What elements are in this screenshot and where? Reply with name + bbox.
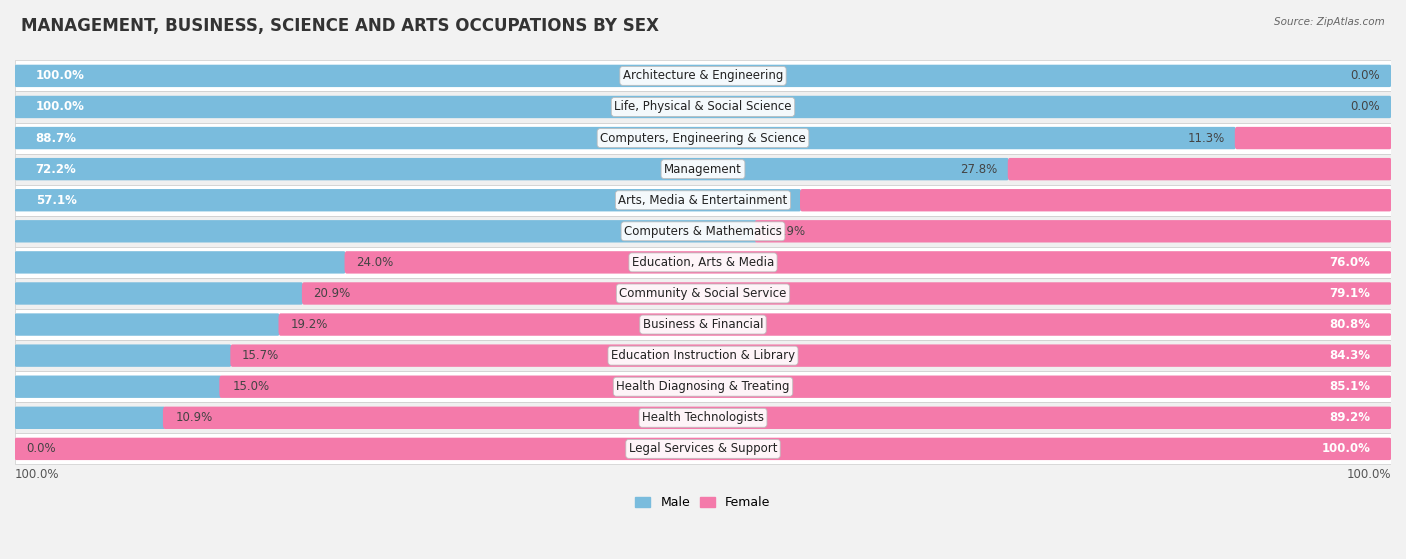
- FancyBboxPatch shape: [14, 344, 232, 367]
- Text: 100.0%: 100.0%: [35, 101, 84, 113]
- Bar: [15, 60, 1391, 92]
- FancyBboxPatch shape: [14, 65, 1392, 87]
- Text: 0.0%: 0.0%: [1350, 69, 1381, 82]
- Text: Legal Services & Support: Legal Services & Support: [628, 442, 778, 456]
- Bar: [15, 309, 1391, 340]
- Text: 89.2%: 89.2%: [1329, 411, 1371, 424]
- Bar: [15, 371, 1391, 402]
- Text: 100.0%: 100.0%: [35, 69, 84, 82]
- FancyBboxPatch shape: [800, 189, 1392, 211]
- Text: 24.0%: 24.0%: [356, 256, 394, 269]
- FancyBboxPatch shape: [344, 251, 1392, 273]
- Text: Business & Financial: Business & Financial: [643, 318, 763, 331]
- FancyBboxPatch shape: [278, 314, 1392, 336]
- FancyBboxPatch shape: [14, 158, 1010, 181]
- Text: Community & Social Service: Community & Social Service: [619, 287, 787, 300]
- Text: 100.0%: 100.0%: [1322, 442, 1371, 456]
- FancyBboxPatch shape: [231, 344, 1392, 367]
- Legend: Male, Female: Male, Female: [630, 491, 776, 514]
- FancyBboxPatch shape: [755, 220, 1392, 243]
- Text: 57.1%: 57.1%: [35, 194, 76, 207]
- Text: 42.9%: 42.9%: [752, 194, 790, 207]
- Text: Computers & Mathematics: Computers & Mathematics: [624, 225, 782, 238]
- Bar: [15, 402, 1391, 433]
- Bar: [15, 154, 1391, 184]
- Bar: [15, 340, 1391, 371]
- FancyBboxPatch shape: [14, 282, 304, 305]
- Text: 80.8%: 80.8%: [1329, 318, 1371, 331]
- Text: 85.1%: 85.1%: [1329, 380, 1371, 393]
- Text: 15.0%: 15.0%: [232, 380, 270, 393]
- Text: Arts, Media & Entertainment: Arts, Media & Entertainment: [619, 194, 787, 207]
- FancyBboxPatch shape: [14, 438, 1392, 460]
- Text: 53.9%: 53.9%: [768, 225, 804, 238]
- Text: Computers, Engineering & Science: Computers, Engineering & Science: [600, 131, 806, 145]
- Text: 72.2%: 72.2%: [35, 163, 76, 176]
- Text: 11.3%: 11.3%: [1187, 131, 1225, 145]
- Text: 100.0%: 100.0%: [15, 468, 59, 481]
- Bar: [15, 184, 1391, 216]
- Text: Health Technologists: Health Technologists: [643, 411, 763, 424]
- Text: 100.0%: 100.0%: [1347, 468, 1391, 481]
- FancyBboxPatch shape: [14, 220, 758, 243]
- Text: 84.3%: 84.3%: [1329, 349, 1371, 362]
- FancyBboxPatch shape: [14, 406, 166, 429]
- Bar: [15, 92, 1391, 122]
- Text: 79.1%: 79.1%: [1330, 287, 1371, 300]
- FancyBboxPatch shape: [1008, 158, 1392, 181]
- FancyBboxPatch shape: [1234, 127, 1392, 149]
- Bar: [15, 247, 1391, 278]
- Text: 76.0%: 76.0%: [1330, 256, 1371, 269]
- Bar: [15, 433, 1391, 465]
- Bar: [15, 216, 1391, 247]
- Text: 10.9%: 10.9%: [176, 411, 214, 424]
- Text: 46.2%: 46.2%: [707, 225, 744, 238]
- Text: Education, Arts & Media: Education, Arts & Media: [631, 256, 775, 269]
- FancyBboxPatch shape: [14, 189, 801, 211]
- Text: Life, Physical & Social Science: Life, Physical & Social Science: [614, 101, 792, 113]
- Text: 15.7%: 15.7%: [242, 349, 280, 362]
- Text: 19.2%: 19.2%: [290, 318, 328, 331]
- Text: Health Diagnosing & Treating: Health Diagnosing & Treating: [616, 380, 790, 393]
- FancyBboxPatch shape: [14, 127, 1236, 149]
- Text: Management: Management: [664, 163, 742, 176]
- Text: MANAGEMENT, BUSINESS, SCIENCE AND ARTS OCCUPATIONS BY SEX: MANAGEMENT, BUSINESS, SCIENCE AND ARTS O…: [21, 17, 659, 35]
- Text: Architecture & Engineering: Architecture & Engineering: [623, 69, 783, 82]
- FancyBboxPatch shape: [14, 251, 346, 273]
- Text: 0.0%: 0.0%: [25, 442, 56, 456]
- Text: 88.7%: 88.7%: [35, 131, 77, 145]
- FancyBboxPatch shape: [14, 96, 1392, 118]
- Text: Source: ZipAtlas.com: Source: ZipAtlas.com: [1274, 17, 1385, 27]
- FancyBboxPatch shape: [14, 376, 222, 398]
- Text: 27.8%: 27.8%: [960, 163, 997, 176]
- FancyBboxPatch shape: [14, 314, 280, 336]
- Text: 0.0%: 0.0%: [1350, 101, 1381, 113]
- FancyBboxPatch shape: [163, 406, 1392, 429]
- FancyBboxPatch shape: [302, 282, 1392, 305]
- Bar: [15, 122, 1391, 154]
- Text: 20.9%: 20.9%: [314, 287, 352, 300]
- Bar: [15, 278, 1391, 309]
- Text: Education Instruction & Library: Education Instruction & Library: [612, 349, 794, 362]
- FancyBboxPatch shape: [219, 376, 1392, 398]
